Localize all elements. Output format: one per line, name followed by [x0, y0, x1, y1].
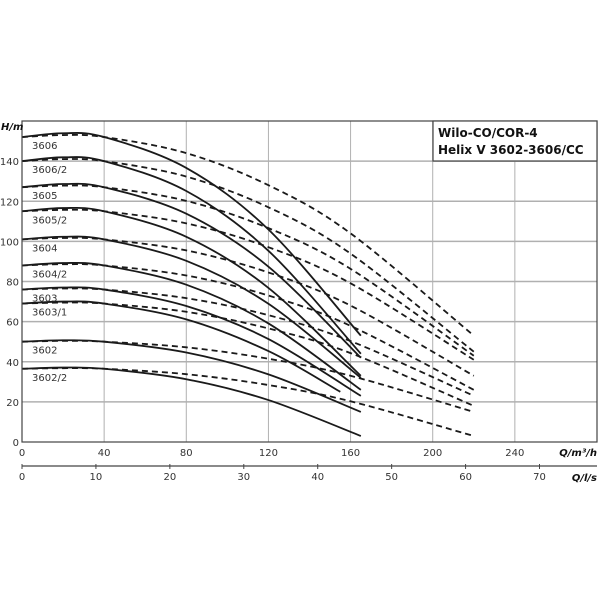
plot-frame	[21, 120, 598, 443]
series-label: 3604/2	[32, 269, 67, 280]
series-label: 3605/2	[32, 215, 67, 226]
curve-solid-3602-2	[21, 366, 362, 437]
x2-tick-label: 70	[533, 472, 546, 483]
series-label: 3605	[32, 191, 57, 202]
series-label: 3604	[32, 243, 57, 254]
x2-tick-label: 60	[459, 472, 472, 483]
series-label: 3602/2	[32, 373, 67, 384]
series-labels: 3606 3606/2 3605 3605/2 3604 3604/2 3603 3603/1…	[32, 141, 67, 384]
x-tick-label: 160	[341, 448, 360, 459]
y-tick-label: 20	[6, 398, 19, 409]
x-tick-label: 80	[180, 448, 193, 459]
curve-dashed-3605-2	[21, 208, 475, 361]
x2-tick-label: 40	[311, 472, 324, 483]
y-tick-label: 40	[6, 358, 19, 369]
curve-dashed-3606-2	[21, 158, 475, 353]
curve-solid-3605	[21, 182, 362, 359]
curve-solid-3602	[21, 339, 362, 413]
curve-solid-3603-1	[21, 300, 341, 393]
curve-dashed-3605	[21, 184, 475, 357]
series-label: 3606	[32, 141, 57, 152]
x-tick-label: 200	[423, 448, 442, 459]
curve-dashed-3603-1	[21, 301, 475, 407]
x-axis-label: Q/m³/h	[559, 448, 597, 459]
series-label: 3603/1	[32, 308, 67, 319]
title-line-2: Helix V 3602-3606/CC	[438, 143, 584, 157]
x2-tick-label: 50	[385, 472, 398, 483]
curve-dashed-3603	[21, 287, 475, 397]
y-tick-label: 60	[6, 318, 19, 329]
curve-solid-3603	[21, 286, 362, 397]
y-tick-label: 140	[0, 157, 19, 168]
curve-dashed-3604-2	[21, 263, 475, 391]
x2-tick-label: 10	[90, 472, 103, 483]
x2-tick-label: 0	[19, 472, 25, 483]
series-label: 3602	[32, 346, 57, 357]
curve-solid-3604-2	[21, 261, 362, 391]
title-box: Wilo-CO/COR-4 Helix V 3602-3606/CC	[432, 120, 598, 162]
x-tick-label: 120	[259, 448, 278, 459]
x-tick-label: 40	[98, 448, 111, 459]
x2-tick-label: 30	[237, 472, 250, 483]
x2-axis-label: Q/l/s	[572, 473, 597, 484]
y-tick-label: 0	[13, 438, 19, 449]
curve-solid-3604	[21, 235, 362, 379]
curve-dashed-3604	[21, 236, 475, 377]
title-line-1: Wilo-CO/COR-4	[438, 126, 538, 140]
curves	[21, 132, 475, 437]
series-label: 3603	[32, 294, 57, 305]
x-tick-label: 240	[505, 448, 524, 459]
y-axis-label: H/m	[1, 122, 23, 133]
axes: 0 40 80 120 160 200 240 0 20 40 60 80 100 120 140 0 10 20…	[0, 157, 597, 483]
y-tick-label: 120	[0, 197, 19, 208]
series-label: 3606/2	[32, 165, 67, 176]
x2-tick-label: 20	[163, 472, 176, 483]
y-tick-label: 80	[6, 278, 19, 289]
grid	[22, 121, 597, 442]
y-tick-label: 100	[0, 237, 19, 248]
x-tick-label: 0	[19, 448, 25, 459]
curve-solid-3605-2	[21, 206, 362, 377]
curve-solid-3606-2	[21, 156, 362, 355]
curve-dashed-3606	[21, 133, 475, 337]
curve-solid-3606	[21, 132, 362, 337]
